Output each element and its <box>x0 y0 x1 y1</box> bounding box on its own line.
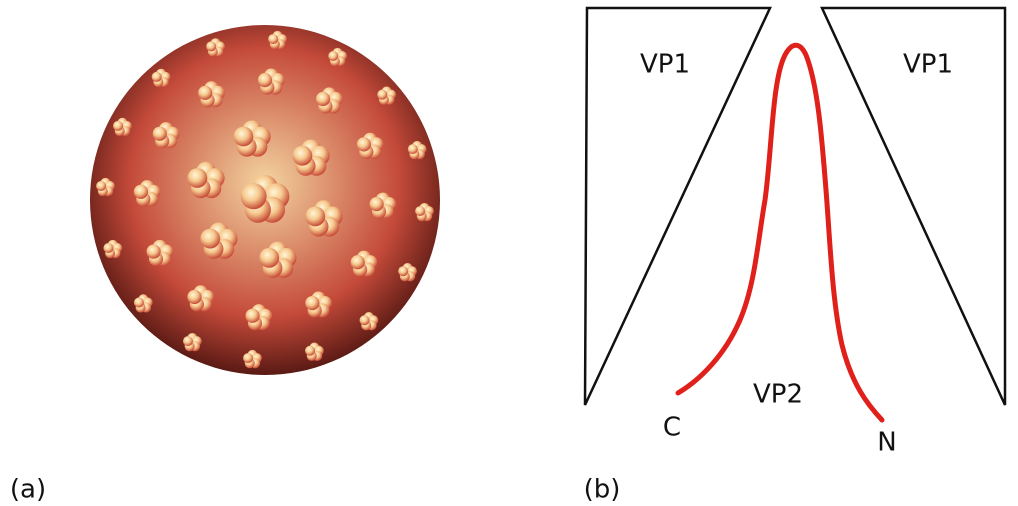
capsomer-knob <box>241 183 267 209</box>
capsomer-knob <box>152 72 162 82</box>
capsomer-knob <box>357 137 371 151</box>
terminus-label: N <box>877 428 896 458</box>
capsomer-knob <box>147 244 161 258</box>
capsomer-knob <box>243 353 253 363</box>
protein-label: VP1 <box>903 50 953 80</box>
figure: VP1 VP1 VP2 C N (a) (b) <box>0 0 1018 506</box>
capsomer-knob <box>415 206 425 216</box>
capsomer-knob <box>377 90 387 100</box>
capsomer-knob <box>245 309 259 323</box>
capsomer-knob <box>200 229 220 249</box>
capsomer-knob <box>360 315 370 325</box>
capsomer-knob <box>187 290 201 304</box>
capsomer-knob <box>305 206 325 226</box>
capsomer-knob <box>259 248 279 268</box>
panel-label: (a) <box>10 475 46 505</box>
capsomer-knob <box>292 146 312 166</box>
capsomer-knob <box>305 296 319 310</box>
capsid-image <box>90 25 440 375</box>
capsomer-knob <box>183 336 193 346</box>
capsomer-knob <box>408 144 418 154</box>
capsomer-knob <box>153 127 167 141</box>
capsomer-knob <box>370 197 384 211</box>
vp2-strand <box>678 45 882 420</box>
capsomer-knob <box>113 121 123 131</box>
capsomer-knob <box>268 34 278 44</box>
capsomer-knob <box>234 127 254 147</box>
capsomer-knob <box>316 92 330 106</box>
capsomer-knob <box>198 86 212 100</box>
capsomer-knob <box>328 51 338 61</box>
capsomer-knob <box>96 181 106 191</box>
terminus-label: C <box>663 413 681 443</box>
capsomer-knob <box>103 243 113 253</box>
capsomer-knob <box>206 41 216 51</box>
capsomer-knob <box>134 185 148 199</box>
capsomer-knob <box>398 266 408 276</box>
capsomer-knob <box>351 255 365 269</box>
protein-label: VP2 <box>753 380 803 410</box>
capsomer-knob <box>134 297 144 307</box>
panel-label: (b) <box>584 475 621 505</box>
protein-label: VP1 <box>640 50 690 80</box>
capsomer-knob <box>187 168 207 188</box>
capsomer-knob <box>258 73 272 87</box>
capsomer-knob <box>305 346 315 356</box>
